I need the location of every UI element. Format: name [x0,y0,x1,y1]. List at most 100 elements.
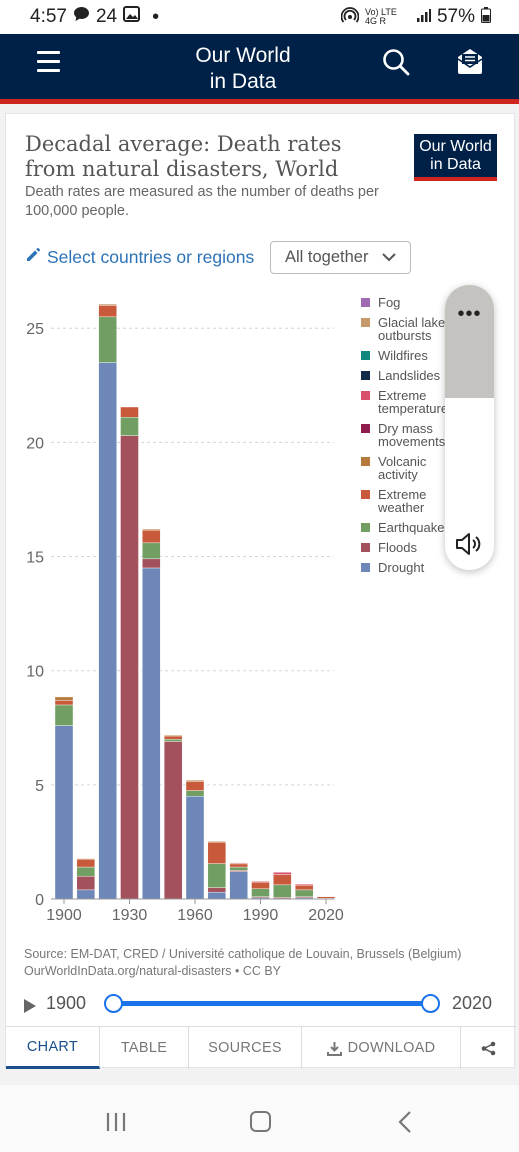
bar-segment[interactable] [54,725,74,900]
legend-item[interactable]: Volcanic activity [361,455,426,481]
legend-swatch [361,424,370,433]
legend-item[interactable]: Extreme weather [361,488,426,514]
bar-segment[interactable] [98,305,117,318]
x-tick-label: 2020 [308,907,344,924]
bar-segment[interactable] [207,863,227,888]
select-countries-link[interactable]: Select countries or regions [25,246,254,268]
timeline-end-handle[interactable] [421,994,440,1013]
x-tick-label: 1900 [46,907,82,924]
bar-segment[interactable] [185,780,205,782]
timeline-start-label: 1900 [46,993,87,1013]
tab-sources-label: SOURCES [208,1040,282,1056]
bar-segment[interactable] [185,796,205,900]
legend-item[interactable]: Drought [361,561,424,574]
bar-segment[interactable] [54,696,74,701]
bar-segment[interactable] [207,891,227,900]
bar-segment[interactable] [98,316,117,363]
pencil-icon [25,246,42,268]
hotspot-icon [340,6,360,28]
bar-segment[interactable] [163,738,183,742]
bar-segment[interactable] [229,871,248,900]
bar-segment[interactable] [251,888,270,897]
chart-subtitle: Death rates are measured as the number o… [25,184,379,219]
bar-segment[interactable] [142,567,161,900]
notification-count: 24 [95,6,118,27]
tab-share[interactable] [461,1027,516,1069]
bar-segment[interactable] [251,881,270,883]
bar-segment[interactable] [54,700,74,706]
bar-segment[interactable] [76,858,96,860]
bar-segment[interactable] [185,790,205,797]
bar-segment[interactable] [294,889,314,897]
recents-icon[interactable] [105,1112,127,1132]
legend-swatch [361,543,370,552]
bar-segment[interactable] [98,362,117,900]
site-logo[interactable]: Our World in Data [150,34,336,104]
bar-segment[interactable] [294,883,314,886]
legend-item[interactable]: Dry mass movements [361,422,445,448]
bar-segment[interactable] [163,735,183,737]
bar-segment[interactable] [163,741,183,900]
speaker-icon[interactable] [455,531,485,562]
bar-segment[interactable] [251,881,270,889]
legend-swatch [361,318,370,327]
bar-segment[interactable] [142,528,161,531]
bar-segment[interactable] [207,887,227,893]
tab-table[interactable]: TABLE [100,1027,189,1069]
bar-segment[interactable] [76,889,96,900]
stacking-dropdown[interactable]: All together [270,241,411,274]
timeline-start-handle[interactable] [104,994,123,1013]
search-icon[interactable] [382,48,410,76]
bar-segment[interactable] [142,530,161,544]
envelope-icon[interactable] [455,46,485,76]
bar-segment[interactable] [273,874,292,886]
bar-segment[interactable] [120,417,139,436]
bar-segment[interactable] [98,304,117,306]
legend-label: Volcanic activity [378,454,427,482]
bar-segment[interactable] [316,896,336,899]
bar-segment[interactable] [185,781,205,791]
menu-icon[interactable] [37,51,60,73]
badge-line2: in Data [430,156,481,173]
bar-segment[interactable] [229,862,248,864]
bar-segment[interactable] [120,406,139,418]
legend-item[interactable]: Wildfires [361,349,428,362]
bar-segment[interactable] [273,872,292,875]
more-options-icon[interactable]: ••• [457,303,482,325]
bar-segment[interactable] [273,884,292,898]
legend-item[interactable]: Fog [361,296,400,309]
timeline-track[interactable] [113,1001,431,1006]
bar-segment[interactable] [76,866,96,877]
bar-segment[interactable] [142,542,161,560]
legend-item[interactable]: Earthquakes [361,521,451,534]
back-icon[interactable] [398,1110,412,1134]
legend-swatch [361,351,370,360]
tab-sources[interactable]: SOURCES [189,1027,302,1069]
legend-item[interactable]: Landslides [361,369,440,382]
owid-badge-logo[interactable]: Our World in Data [414,134,497,181]
bar-segment[interactable] [207,841,227,843]
legend-swatch [361,563,370,572]
play-icon[interactable] [23,998,37,1014]
legend-item[interactable]: Floods [361,541,417,554]
tab-download[interactable]: DOWNLOAD [302,1027,461,1069]
bar-segment[interactable] [54,704,74,726]
legend-item[interactable]: Extreme temperature [361,389,448,415]
bar-segment[interactable] [76,858,96,868]
bar-segment[interactable] [294,885,314,891]
tab-chart[interactable]: CHART [6,1027,100,1069]
timeline-end-label: 2020 [452,993,493,1013]
bar-segment[interactable] [229,866,248,871]
bar-segment[interactable] [207,841,227,864]
source-line2[interactable]: OurWorldInData.org/natural-disasters • C… [24,964,282,978]
bar-segment[interactable] [76,875,96,891]
home-icon[interactable] [250,1111,271,1132]
logo-line2: in Data [209,70,277,93]
bar-segment[interactable] [120,435,139,900]
legend-label: Earthquakes [378,520,451,535]
select-countries-label: Select countries or regions [47,246,255,267]
dot-icon: • [152,5,160,28]
x-tick-label: 1930 [112,907,148,924]
legend-item[interactable]: Glacial lake outbursts [361,316,445,342]
bar-segment[interactable] [142,558,161,569]
